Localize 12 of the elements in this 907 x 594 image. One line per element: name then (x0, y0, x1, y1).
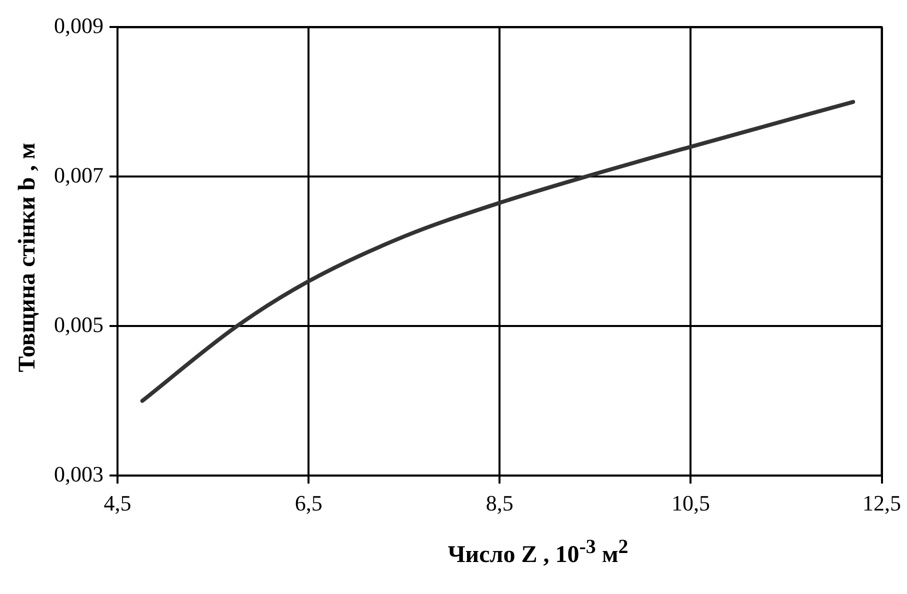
y-tick-label: 0,007 (54, 162, 104, 188)
line-series (140, 100, 856, 403)
x-tick-label: 12,5 (862, 490, 901, 516)
x-tick-label: 6,5 (294, 490, 322, 516)
x-tick-label: 10,5 (671, 490, 710, 516)
x-axis-title: Число Z , 10$^{-3}$ м$^{2}$ (446, 536, 630, 569)
y-tick-label: 0,005 (54, 312, 104, 337)
y-tick-label: 0,003 (54, 461, 104, 486)
y-axis-title: Товщина стінки b , м (14, 142, 42, 374)
y-tick-label: 0,009 (54, 12, 104, 38)
x-tick-label: 8,5 (486, 490, 514, 516)
x-tick-label: 4,5 (104, 490, 132, 516)
